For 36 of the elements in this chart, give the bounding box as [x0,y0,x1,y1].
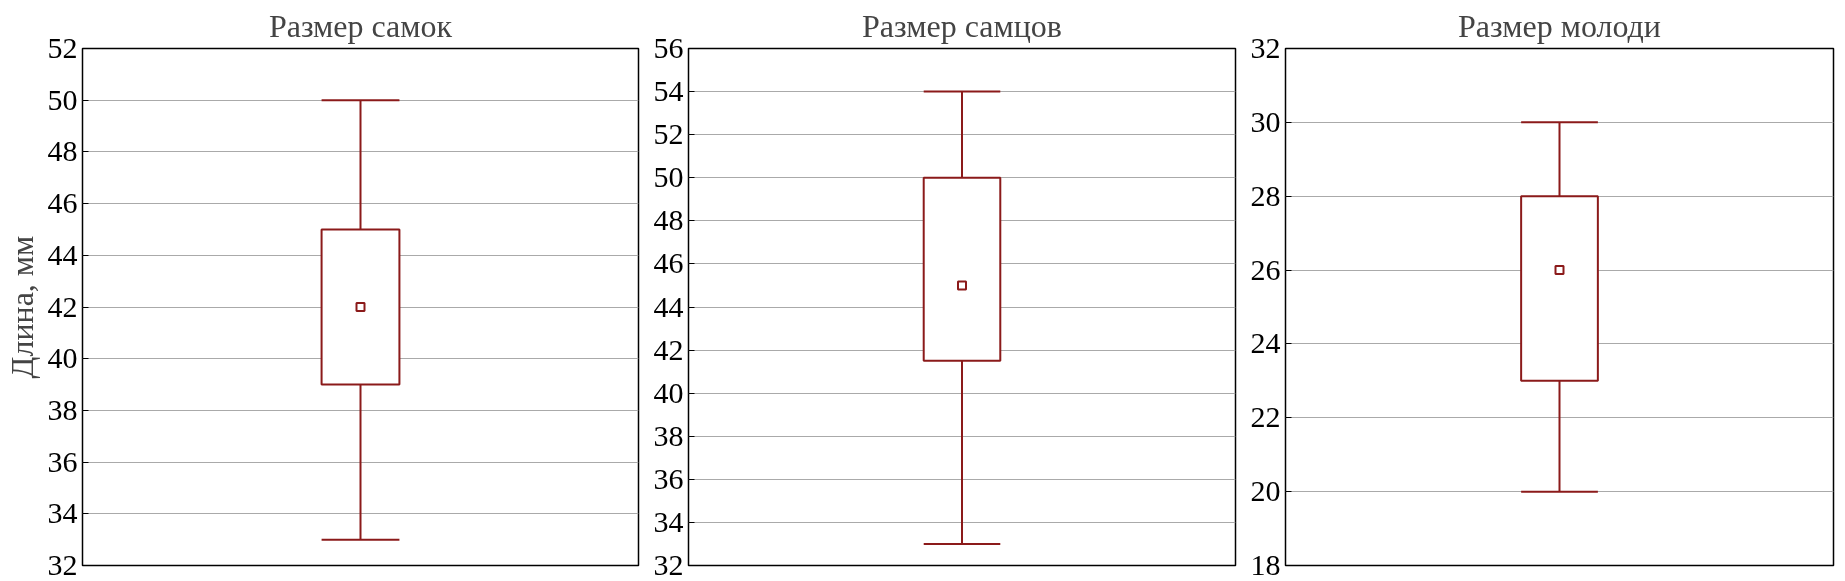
y-tick-label: 32 [653,548,684,581]
chart-title: Размер самцов [862,7,1062,44]
y-tick-label: 54 [653,74,684,108]
y-tick-label: 32 [47,548,78,581]
y-tick-label: 22 [1250,400,1281,434]
y-tick-label: 38 [653,418,684,452]
y-tick-label: 42 [653,332,684,366]
y-tick-label: 42 [47,289,78,323]
y-tick-label: 18 [1250,548,1281,581]
y-tick-label: 32 [1250,31,1281,64]
y-tick-label: 52 [47,31,78,64]
y-tick-label: 56 [653,31,684,64]
y-tick-label: 46 [653,246,684,280]
y-tick-label: 40 [653,375,684,409]
y-tick-label: 20 [1250,474,1281,508]
chart-title: Размер молоди [1458,7,1661,44]
y-tick-label: 44 [47,237,78,271]
y-tick-label: 28 [1250,178,1281,212]
y-tick-label: 34 [653,504,684,538]
y-tick-label: 52 [653,117,684,151]
y-tick-label: 36 [653,461,684,495]
y-tick-label: 44 [653,289,684,323]
y-tick-label: 36 [47,444,78,478]
y-tick-label: 48 [653,203,684,237]
y-tick-label: 34 [47,496,78,530]
y-tick-label: 46 [47,186,78,220]
y-tick-label: 30 [1250,104,1281,138]
y-tick-label: 50 [653,160,684,194]
y-tick-label: 40 [47,341,78,375]
y-tick-label: 38 [47,392,78,426]
y-tick-label: 48 [47,134,78,168]
y-tick-label: 26 [1250,252,1281,286]
y-tick-label: 24 [1250,326,1281,360]
y-axis-title: Длина, мм [3,235,40,379]
chart-title: Размер самок [268,7,453,44]
y-tick-label: 50 [47,82,78,116]
